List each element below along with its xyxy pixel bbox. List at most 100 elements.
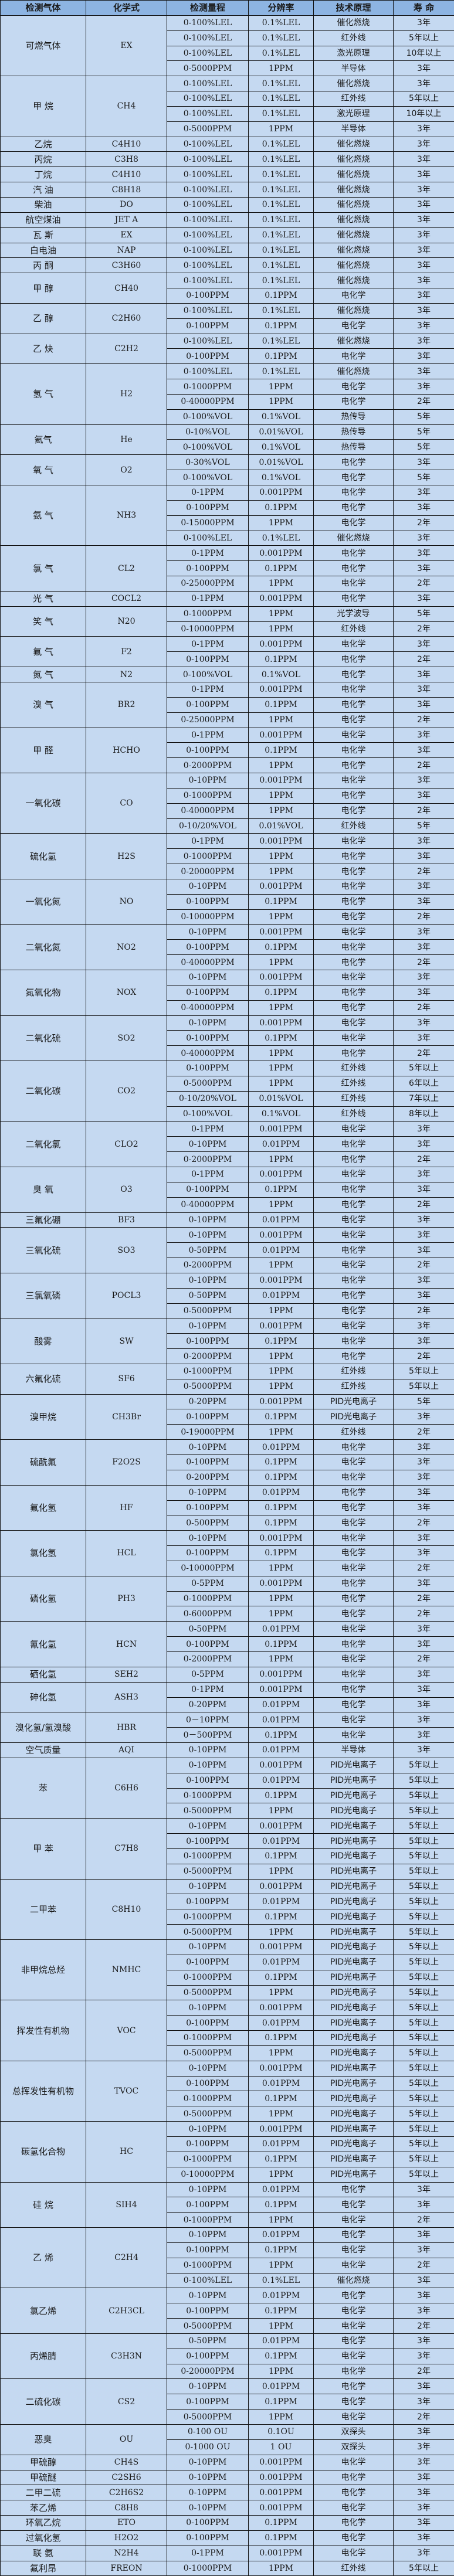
technology-cell: 催化燃烧 xyxy=(313,227,394,243)
resolution-cell: 0.1PPM xyxy=(248,2515,314,2531)
table-row: 0-20PPM 0.01PPM 电化学 3年 xyxy=(1,1697,454,1713)
range-cell: 0-100%LEL xyxy=(167,15,249,31)
technology-cell: 红外线 xyxy=(313,1378,394,1395)
table-row: 0-6000PPM 1PPM 电化学 2年 xyxy=(1,1606,454,1622)
gas-name-cell: 苯 xyxy=(0,1757,86,1819)
gas-name-cell: 碳氢化合物 xyxy=(0,2121,86,2183)
resolution-cell: 0.1%LEL xyxy=(248,242,314,259)
table-row: 氟化氢 HF 0-10PPM 0.01PPM 电化学 3年 xyxy=(0,1484,454,1531)
lifetime-cell: 3年 xyxy=(393,1015,454,1031)
lifetime-cell: 3年 xyxy=(393,1681,454,1698)
gas-name-cell: 氯 气 xyxy=(0,545,86,592)
table-row: 0-100PPM 0.1PPM 电化学 3年 xyxy=(1,1636,454,1652)
formula-cell: SO3 xyxy=(86,1227,167,1273)
technology-cell: PID光电离子 xyxy=(313,1787,394,1804)
formula-cell: O2 xyxy=(86,454,167,485)
range-cell: 0-1PPM xyxy=(167,833,249,849)
formula-cell: HBR xyxy=(86,1712,167,1744)
formula-cell: C2H4 xyxy=(86,2227,167,2289)
technology-cell: PID光电离子 xyxy=(313,2030,394,2046)
resolution-cell: 0.001PPM xyxy=(248,1818,314,1834)
lifetime-cell: 2年 xyxy=(393,1258,454,1273)
table-row: 0-40000PPM 1PPM 电化学 2年 xyxy=(1,1000,454,1016)
lifetime-cell: 3年 xyxy=(393,1545,454,1561)
technology-cell: 红外线 xyxy=(313,1106,394,1122)
range-cell: 0-100PPM xyxy=(167,1454,249,1470)
lifetime-cell: 5年以上 xyxy=(393,1833,454,1849)
technology-cell: PID光电离子 xyxy=(313,1878,394,1895)
formula-cell: AQI xyxy=(86,1742,167,1758)
lifetime-cell: 5年以上 xyxy=(393,2000,454,2016)
range-cell: 0-100%VOL xyxy=(167,1106,249,1122)
technology-cell: 电化学 xyxy=(313,1727,394,1744)
table-row: 苯乙烯 C8H8 0-10PPM 0.001PPM 电化学 3年 xyxy=(0,2500,454,2516)
gas-name-cell: 二氧化碳 xyxy=(0,1061,86,1122)
technology-cell: 电化学 xyxy=(313,2378,394,2395)
range-cell: 0-100PPM xyxy=(167,2015,249,2031)
lifetime-cell: 3年 xyxy=(393,1727,454,1744)
technology-cell: 电化学 xyxy=(313,1333,394,1350)
range-cell: 0-10PPM xyxy=(167,1318,249,1334)
table-row: 0-100PPM 0.1PPM 电化学 3年 xyxy=(1,893,454,910)
table-row: 一氧化碳 CO 0-10PPM 0.001PPM 电化学 3年 xyxy=(0,773,454,834)
table-row: 砷化氢 ASH3 0-1PPM 0.001PPM 电化学 3年 xyxy=(0,1681,454,1713)
technology-cell: PID光电离子 xyxy=(313,1409,394,1425)
range-cell: 0-100%LEL xyxy=(167,257,249,274)
table-row: 0-40000PPM 1PPM 电化学 2年 xyxy=(1,1045,454,1062)
resolution-cell: 0.1PPM xyxy=(248,2197,314,2213)
range-cell: 0-100PPM xyxy=(167,893,249,910)
table-row: 0-100PPM 0.01PPM PID光电离子 5年以上 xyxy=(1,2136,454,2152)
range-cell: 0-5000PPM xyxy=(167,121,249,137)
technology-cell: 电化学 xyxy=(313,379,394,395)
resolution-cell: 1PPM xyxy=(248,2409,314,2425)
range-cell: 0-1000PPM xyxy=(167,1969,249,1986)
lifetime-cell: 10年以上 xyxy=(393,45,454,62)
lifetime-cell: 5年以上 xyxy=(393,1803,454,1819)
lifetime-cell: 2年 xyxy=(393,1303,454,1319)
resolution-cell: 1PPM xyxy=(248,757,314,774)
resolution-cell: 0.1PPM xyxy=(248,2030,314,2046)
gas-name-cell: 二甲苯 xyxy=(0,1878,86,1941)
lifetime-cell: 3年 xyxy=(393,1500,454,1516)
resolution-cell: 0.001PPM xyxy=(248,1757,314,1773)
range-cell: 0-10PPM xyxy=(167,1439,249,1455)
range-cell: 0-100PPM xyxy=(167,2348,249,2364)
lifetime-cell: 5年以上 xyxy=(393,1863,454,1880)
technology-cell: 电化学 xyxy=(313,984,394,1001)
range-cell: 0-1000PPM xyxy=(167,1787,249,1804)
technology-cell: PID光电离子 xyxy=(313,1969,394,1986)
technology-cell: 电化学 xyxy=(313,787,394,804)
technology-cell: 电化学 xyxy=(313,712,394,728)
table-row: 0-1000PPM 0.1PPM PID光电离子 5年以上 xyxy=(1,1787,454,1804)
range-cell: 0-100%LEL xyxy=(167,151,249,168)
table-row: 0-100%VOL 0.1%VOL 红外线 8年以上 xyxy=(1,1106,454,1122)
formula-cell: H2 xyxy=(86,363,167,425)
range-cell: 0-100PPM xyxy=(167,1636,249,1652)
gas-name-cell: 硒化氢 xyxy=(0,1666,86,1683)
technology-cell: 红外线 xyxy=(313,2560,394,2576)
lifetime-cell: 3年 xyxy=(393,2348,454,2364)
range-cell: 0-5000PPM xyxy=(167,1924,249,1940)
resolution-cell: 0.001PPM xyxy=(248,485,314,501)
table-row: 溴 气 BR2 0-1PPM 0.001PPM 电化学 3年 xyxy=(0,681,454,728)
range-cell: 0-50PPM xyxy=(167,1242,249,1259)
technology-cell: 电化学 xyxy=(313,1272,394,1289)
table-row: 0-5000PPM 1PPM 半导体 3年 xyxy=(1,60,454,77)
table-row: 0-100PPM 0.1PPM 电化学 3年 xyxy=(1,560,454,577)
technology-cell: 电化学 xyxy=(313,667,394,682)
range-cell: 0-100PPM xyxy=(167,2136,249,2152)
range-cell: 0-100%LEL xyxy=(167,136,249,152)
technology-cell: 电化学 xyxy=(313,2409,394,2425)
gas-name-cell: 瓦 斯 xyxy=(0,227,86,243)
table-row: 0-100PPM 0.01PPM PID光电离子 5年以上 xyxy=(1,1772,454,1789)
formula-cell: COCL2 xyxy=(86,590,167,607)
table-row: 氧 气 O2 0-30%VOL 0.01%VOL 电化学 3年 xyxy=(0,454,454,485)
lifetime-cell: 2年 xyxy=(393,651,454,668)
range-cell: 0-100PPM xyxy=(167,1545,249,1561)
technology-cell: 催化燃烧 xyxy=(313,196,394,213)
gas-name-cell: 氧 气 xyxy=(0,454,86,485)
lifetime-cell: 3年 xyxy=(393,379,454,395)
table-row: 0-1000PPM 1PPM 电化学 2年 xyxy=(1,1591,454,1607)
lifetime-cell: 2年 xyxy=(393,2363,454,2380)
formula-cell: F2O2S xyxy=(86,1439,167,1486)
